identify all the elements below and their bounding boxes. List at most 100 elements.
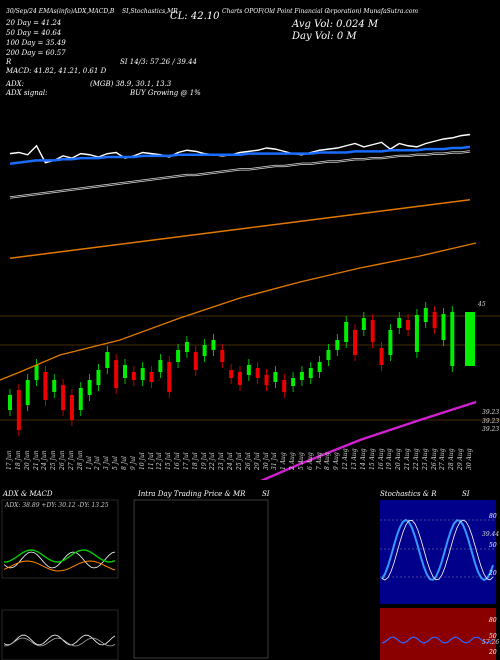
right-axis-label-b: 39.23: [482, 418, 500, 425]
candle-body-3: [34, 365, 39, 380]
date-label: 18 Jul: [191, 452, 199, 470]
candle-body-36: [326, 350, 331, 360]
candle-body-37: [335, 340, 340, 350]
candle-body-18: [167, 362, 172, 392]
candle-body-last: [465, 312, 475, 366]
date-label: 15 Jul: [165, 452, 173, 470]
candle-body-19: [176, 350, 181, 362]
candle-body-2: [25, 380, 30, 405]
date-label: 29 Jul: [253, 452, 261, 470]
date-label: 26 Jul: [244, 452, 252, 470]
stoch-20-label: 20: [489, 570, 497, 577]
ema-50: 50 Day = 40.64: [6, 29, 62, 37]
candle-body-29: [264, 375, 269, 385]
candle-body-24: [220, 350, 225, 362]
date-label: 19 Aug: [386, 448, 394, 470]
candle-body-50: [450, 312, 455, 366]
ema-200: 200 Day = 60.57: [6, 49, 66, 57]
adx-line: [3, 551, 116, 569]
date-label: 21 Aug: [404, 448, 412, 470]
date-label: 31 Jul: [271, 452, 279, 470]
date-label: 29 Aug: [457, 448, 465, 470]
candle-body-38: [344, 322, 349, 342]
close-price: CL: 42.10: [170, 11, 220, 22]
candle-body-12: [114, 360, 119, 388]
header-indicators: SI,Stochastics,MR: [122, 8, 178, 15]
candle-body-21: [193, 352, 198, 370]
stochastics-si-label: SI: [462, 490, 470, 498]
date-label: 19 Jul: [200, 452, 208, 470]
candle-body-20: [184, 342, 189, 352]
date-label: 24 Jun: [41, 450, 49, 470]
date-label: 12 Aug: [342, 448, 350, 470]
candle-body-1: [16, 390, 21, 430]
macd-line: [3, 634, 116, 646]
date-label: 1 Jul: [85, 456, 93, 470]
rsi-80-label: 80: [489, 617, 497, 624]
candle-body-44: [397, 318, 402, 328]
candle-body-43: [388, 330, 393, 355]
candle-body-48: [432, 312, 437, 328]
candle-body-32: [291, 378, 296, 386]
candle-body-46: [414, 315, 419, 352]
macd-readout: MACD: 41.82, 41.21, 0.61 D: [6, 67, 107, 75]
date-label: 26 Jun: [59, 450, 67, 470]
date-label: 6 Aug: [306, 452, 314, 470]
date-label: 16 Jul: [174, 452, 182, 470]
candle-body-39: [353, 330, 357, 355]
date-label: 25 Jun: [50, 450, 58, 470]
minus-di-line: [3, 560, 116, 572]
candle-body-9: [87, 380, 92, 395]
ema-line-0: [9, 133, 471, 164]
rsi-line: [381, 636, 494, 644]
si-readout: SI 14/3: 57.26 / 39.44: [120, 58, 197, 66]
candle-body-5: [52, 380, 57, 392]
r-label: R: [6, 58, 12, 66]
date-label: 22 Jul: [209, 452, 217, 470]
candle-body-27: [246, 365, 251, 375]
candle-body-40: [361, 318, 366, 330]
date-label: 18 Jun: [14, 450, 22, 470]
adx-readout: ADX: 38.89 +DY: 30.12 -DY: 13.25: [5, 502, 109, 509]
right-axis-label-a: 39.23: [482, 409, 500, 416]
candle-body-33: [299, 372, 304, 380]
intraday-si-label: SI: [262, 490, 270, 498]
candle-body-25: [229, 370, 234, 378]
ema-200-lower: [0, 242, 477, 381]
date-label: 30 Jul: [262, 452, 270, 470]
stoch-50-label: 50: [489, 542, 497, 549]
date-label: 9 Jul: [129, 456, 137, 470]
date-label: 13 Aug: [351, 448, 358, 470]
candle-body-16: [149, 372, 154, 382]
date-label: 10 Jul: [138, 452, 146, 470]
stochastics-panel-frame: [380, 500, 496, 604]
candle-body-13: [123, 365, 127, 378]
ema-line-1: [9, 145, 471, 165]
ema-line-inner-2: [9, 150, 471, 198]
candle-body-14: [131, 372, 136, 380]
date-label: 20 Jun: [23, 450, 31, 470]
date-label: 20 Aug: [395, 448, 403, 470]
candle-body-31: [282, 380, 287, 392]
avg-volume: Avg Vol: 0.024 M: [292, 19, 379, 30]
rsi-50-label: 50: [489, 633, 497, 640]
intraday-panel-frame: [133, 499, 269, 659]
candle-body-49: [441, 314, 446, 340]
adx-panel-title: ADX & MACD: [3, 490, 53, 498]
ema-20: 20 Day = 41.24: [6, 19, 62, 27]
stoch-k-line: [381, 518, 494, 582]
date-label: 30 Aug: [466, 448, 473, 470]
company-name-a: (Old Point Financial C: [262, 8, 330, 15]
date-label: 8 Jul: [121, 456, 128, 470]
date-label: 16 Aug: [377, 448, 385, 470]
date-label: 25 Jul: [236, 452, 243, 470]
date-label: 28 Aug: [448, 448, 456, 470]
date-label: 17 Jul: [182, 452, 190, 470]
company-name-b: orporation) MunafaSutra.com: [327, 8, 419, 15]
candle-body-15: [140, 368, 145, 380]
candle-body-42: [379, 348, 384, 365]
stoch-value: 39.44: [482, 531, 500, 538]
date-label: 21 Jun: [32, 450, 40, 470]
candle-body-26: [238, 372, 242, 385]
right-axis-top-label: 45: [478, 301, 486, 308]
